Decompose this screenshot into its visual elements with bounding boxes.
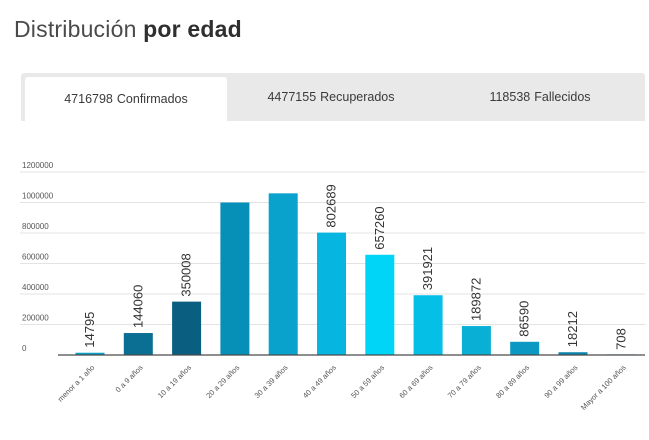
tab-fallecidos[interactable]: 118538 Fallecidos — [435, 73, 645, 121]
y-tick-label: 600000 — [22, 253, 49, 262]
x-tick-label: 90 a 99 años — [542, 363, 579, 400]
bar — [172, 301, 202, 355]
bar-data-label: 708 — [613, 328, 628, 350]
tab-confirmados[interactable]: 4716798 Confirmados — [25, 77, 227, 121]
bar — [75, 352, 105, 355]
x-tick-label: 0 a 9 años — [114, 363, 145, 394]
tab-recuperados-value: 4477155 — [267, 90, 317, 104]
page-title: Distribución por edad — [14, 16, 242, 43]
y-tick-label: 0 — [22, 344, 27, 353]
tab-bar: 4716798 Confirmados 4477155 Recuperados 11… — [21, 73, 645, 121]
x-tick-label: 50 a 59 años — [349, 363, 386, 400]
bar — [365, 254, 395, 355]
y-tick-label: 1200000 — [22, 161, 54, 170]
tab-confirmados-label: Confirmados — [116, 92, 188, 106]
x-tick-label: 80 a 89 años — [494, 363, 531, 400]
tab-recuperados[interactable]: 4477155 Recuperados — [227, 73, 435, 121]
x-tick-label: 20 a 29 años — [204, 363, 241, 400]
x-tick-label: 60 a 69 años — [397, 363, 434, 400]
bar — [317, 232, 346, 355]
tab-fallecidos-label: Fallecidos — [534, 90, 591, 104]
bar — [558, 352, 588, 355]
bar-data-label: 189872 — [468, 278, 483, 321]
x-tick-label: 40 a 49 años — [301, 363, 338, 400]
page-title-regular: Distribución — [14, 16, 137, 42]
y-tick-label: 800000 — [22, 222, 49, 231]
bar-data-label: 657260 — [372, 206, 387, 249]
bar — [123, 333, 153, 355]
y-tick-label: 200000 — [22, 314, 49, 323]
tab-confirmados-value: 4716798 — [64, 92, 113, 106]
bar-data-label: 350008 — [179, 253, 194, 296]
page-title-bold: por edad — [143, 16, 242, 42]
x-tick-label: 30 a 39 años — [253, 363, 290, 400]
tab-recuperados-label: Recuperados — [320, 90, 395, 104]
bar-data-label: 18212 — [565, 311, 580, 347]
x-tick-label: menor a 1 año — [56, 363, 97, 404]
bar — [461, 326, 491, 355]
x-axis-tick-labels: menor a 1 año 0 a 9 años 10 a 19 años 20 a … — [56, 363, 628, 412]
x-tick-label: Mayor a 100 años — [579, 363, 628, 412]
x-tick-label: 10 a 19 años — [156, 363, 193, 400]
bar-data-labels: 14795 144060 350008 802689 657260 391921 18987… — [82, 184, 628, 350]
bar-data-label: 391921 — [420, 247, 435, 290]
x-tick-label: 70 a 79 años — [446, 363, 483, 400]
y-axis-tick-labels: 0 200000 400000 600000 800000 1000000 1200000 — [22, 161, 54, 353]
bar — [220, 202, 250, 355]
bar-data-label: 802689 — [324, 184, 339, 227]
bar-data-label: 14795 — [82, 312, 97, 348]
y-tick-label: 1000000 — [22, 192, 54, 201]
bars — [75, 193, 636, 355]
bar — [510, 341, 540, 355]
tab-fallecidos-value: 118538 — [489, 90, 531, 104]
bar-data-label: 144060 — [130, 285, 145, 328]
bar-data-label: 86590 — [517, 301, 532, 337]
bar — [413, 295, 443, 355]
y-tick-label: 400000 — [22, 283, 49, 292]
bar — [268, 193, 298, 355]
